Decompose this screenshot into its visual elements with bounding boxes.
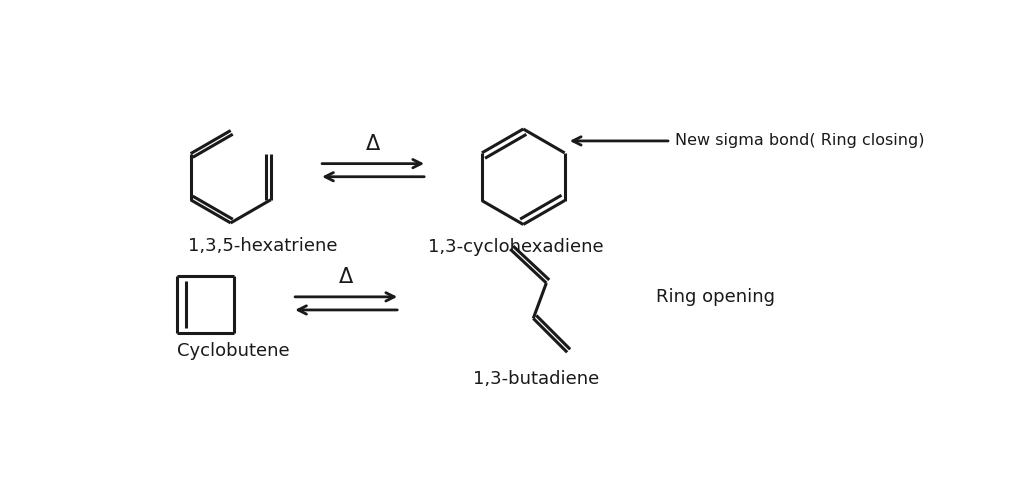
Text: 1,3-cyclohexadiene: 1,3-cyclohexadiene: [428, 238, 603, 256]
Text: Δ: Δ: [366, 134, 380, 154]
Text: Δ: Δ: [339, 267, 353, 287]
Text: Cyclobutene: Cyclobutene: [177, 342, 290, 360]
Text: New sigma bond( Ring closing): New sigma bond( Ring closing): [675, 134, 925, 148]
Text: Ring opening: Ring opening: [656, 288, 775, 306]
Text: 1,3-butadiene: 1,3-butadiene: [473, 370, 599, 388]
Text: 1,3,5-hexatriene: 1,3,5-hexatriene: [188, 237, 338, 255]
